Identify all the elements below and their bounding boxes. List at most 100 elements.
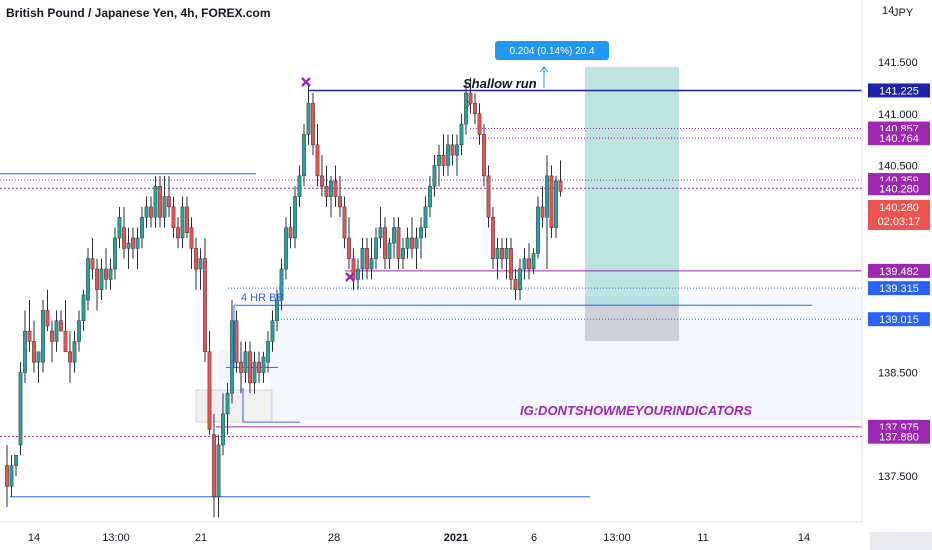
price-tag-label: 140.280: [879, 183, 919, 195]
candle-91: [414, 227, 419, 269]
candle-29: [135, 227, 140, 269]
candle-body: [176, 227, 180, 239]
candle-12: [59, 310, 63, 332]
measure-box[interactable]: 0.204 (0.14%) 20.4: [495, 41, 609, 88]
candle-body: [18, 372, 23, 446]
candle-body: [63, 330, 68, 353]
shallow-run-label: Shallow run: [463, 76, 537, 91]
candle-body: [477, 113, 482, 135]
candle-body: [315, 144, 320, 177]
candle-body: [482, 134, 486, 177]
price-tag-9: 137.880: [868, 429, 930, 444]
candle-115: [522, 248, 527, 280]
candle-body: [554, 180, 558, 228]
candle-116: [527, 243, 531, 280]
candle-88: [401, 237, 405, 269]
candle-48: [221, 393, 225, 456]
candle-121: [549, 165, 554, 238]
candle-25: [117, 206, 122, 249]
candle-body: [113, 237, 117, 270]
candle-37: [171, 196, 176, 238]
candle-94: [428, 175, 432, 218]
axis-corner: [870, 532, 932, 550]
candle-52: [239, 341, 243, 394]
candle-body: [549, 175, 554, 228]
candle-36: [167, 175, 171, 218]
candle-body: [500, 248, 504, 259]
y-tick-label: 137.500: [878, 471, 918, 483]
candle-32: [149, 196, 153, 228]
candle-body: [342, 206, 347, 239]
candle-38: [176, 217, 180, 249]
candle-1: [9, 455, 14, 497]
candle-56: [257, 351, 261, 383]
candle-body: [225, 392, 230, 415]
stop-zone[interactable]: [585, 305, 679, 341]
candle-13: [63, 300, 68, 353]
price-axis[interactable]: 14 JPY 137.500 138.500 140.500 141.000 141.5…: [861, 0, 932, 522]
candle-body: [545, 175, 549, 218]
candle-106: [482, 124, 486, 187]
candle-58: [266, 331, 270, 373]
candle-body: [140, 217, 144, 239]
price-tag-bg: [868, 429, 930, 444]
candle-body: [293, 196, 297, 239]
candle-104: [473, 93, 477, 125]
candle-body: [41, 310, 45, 363]
candle-61: [279, 258, 284, 311]
candle-body: [297, 175, 302, 197]
candle-body: [356, 268, 360, 280]
currency-label: JPY: [893, 7, 914, 19]
candle-99: [450, 134, 455, 166]
candle-112: [509, 237, 513, 290]
candle-10: [50, 320, 54, 363]
y-tick-label: 140.500: [878, 161, 918, 173]
candle-body: [518, 268, 522, 290]
candle-89: [405, 227, 410, 259]
candle-body: [32, 341, 36, 363]
candle-51: [234, 310, 239, 373]
candle-85: [387, 237, 392, 269]
candle-81: [369, 237, 374, 280]
candle-16: [77, 310, 81, 352]
candle-79: [360, 237, 365, 280]
candle-7: [36, 351, 41, 383]
candle-body: [171, 206, 176, 228]
x-tick-label: 11: [697, 532, 708, 544]
bb-label: 4 HR BB: [241, 292, 284, 304]
candle-body: [207, 351, 212, 430]
candle-body: [185, 206, 189, 234]
candle-76: [347, 217, 351, 269]
candle-body: [473, 103, 477, 115]
candle-body: [320, 175, 324, 187]
candle-body: [27, 330, 32, 342]
time-axis[interactable]: 14 13:00 21 28 2021 6 13:00 11 14: [0, 521, 862, 550]
candle-60: [275, 289, 279, 332]
candle-71: [324, 165, 329, 207]
candle-body: [432, 165, 437, 187]
candle-body: [522, 258, 527, 270]
candle-body: [405, 237, 410, 249]
candle-109: [495, 237, 500, 280]
price-tag-label: 139.315: [879, 283, 919, 295]
candle-body: [36, 351, 41, 363]
top-tick-label: 14: [882, 5, 894, 17]
candle-body: [437, 154, 441, 166]
candle-46: [212, 413, 216, 518]
candle-body: [468, 92, 473, 104]
candle-98: [446, 134, 450, 176]
candle-body: [216, 444, 221, 497]
candle-body: [536, 206, 540, 254]
target-zone[interactable]: [585, 67, 679, 305]
candle-body: [221, 413, 225, 446]
candle-78: [356, 258, 360, 290]
candle-body: [509, 248, 513, 280]
candle-74: [338, 175, 342, 218]
candle-body: [486, 175, 491, 218]
last-price-label: 140.280: [879, 202, 919, 214]
candle-body: [90, 258, 95, 270]
candle-body: [360, 248, 365, 270]
candle-body: [158, 185, 162, 218]
candle-59: [270, 310, 275, 352]
